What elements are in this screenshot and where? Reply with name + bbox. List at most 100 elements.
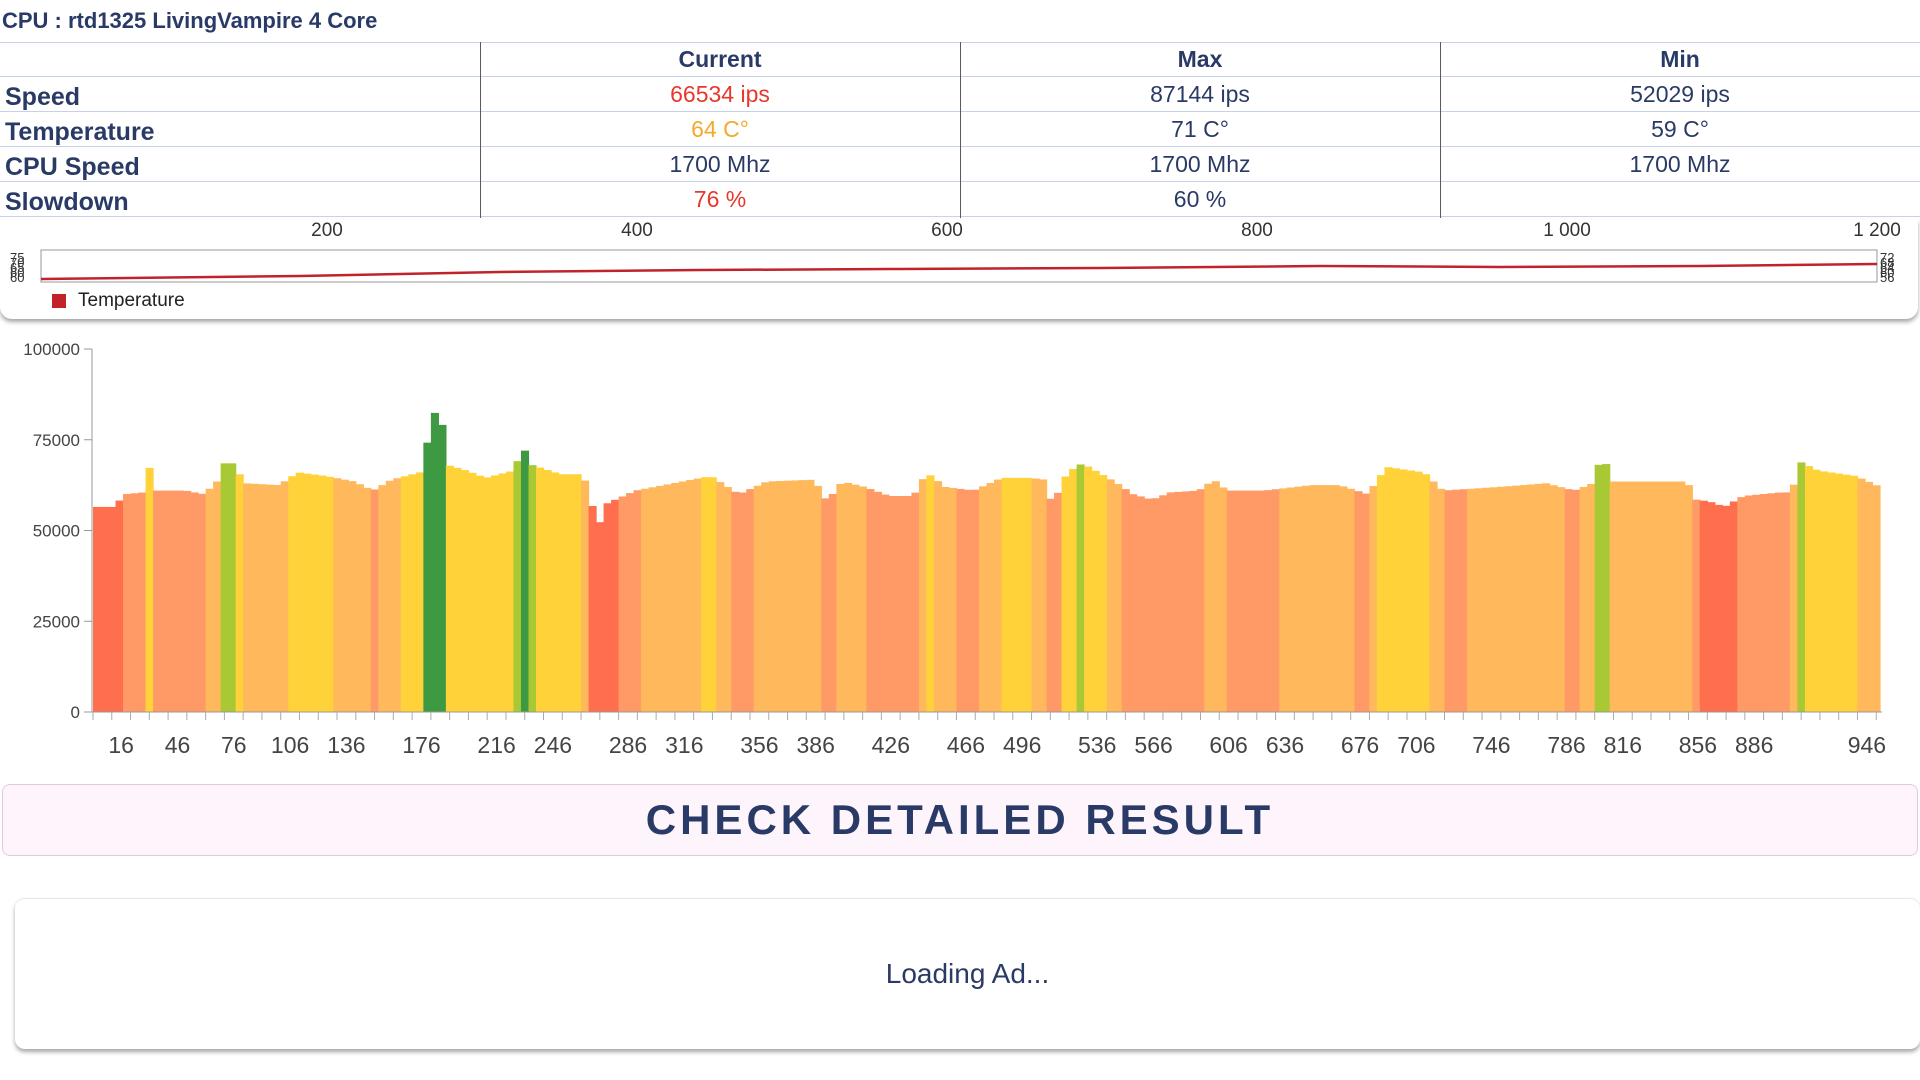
speed-bar — [93, 506, 102, 712]
speed-bar — [1744, 495, 1753, 712]
speed-bar — [701, 477, 710, 712]
speed-bar — [1219, 487, 1228, 712]
speed-bar — [1534, 483, 1543, 712]
speed-bar — [1046, 498, 1055, 712]
speed-bar — [1504, 486, 1513, 712]
speed-bar — [678, 481, 687, 712]
speed-bar — [1714, 504, 1723, 712]
speed-bar — [566, 474, 575, 712]
speed-bar — [1459, 489, 1468, 712]
speed-bar — [1061, 476, 1070, 712]
slowdown-max: 60 % — [1173, 186, 1227, 212]
temperature-current: 64 C° — [691, 116, 749, 142]
speed-bar — [911, 492, 920, 712]
svg-text:60: 60 — [10, 270, 24, 285]
speed-bar — [1797, 462, 1806, 712]
temperature-x-tick: 800 — [1241, 220, 1273, 241]
speed-bar — [220, 463, 229, 712]
x-tick-label: 496 — [1003, 732, 1041, 758]
speed-bar — [1564, 489, 1573, 712]
speed-bar — [1759, 494, 1768, 712]
speed-bar — [1662, 481, 1671, 712]
speed-bar — [430, 412, 439, 712]
x-tick-label: 786 — [1547, 732, 1585, 758]
speed-bar — [1241, 490, 1250, 712]
speed-bar — [295, 472, 304, 712]
legend-label: Temperature — [78, 290, 185, 311]
speed-bar — [1151, 498, 1160, 712]
temperature-x-tick: 1 200 — [1853, 220, 1901, 241]
speed-max: 87144 ips — [1150, 81, 1250, 107]
x-tick-label: 106 — [271, 732, 309, 758]
x-tick-label: 606 — [1209, 732, 1247, 758]
speed-bar — [1331, 485, 1340, 713]
cpu-speed-current: 1700 Mhz — [669, 151, 771, 177]
speed-bar — [903, 496, 913, 712]
speed-bar — [445, 465, 454, 712]
speed-bar — [776, 480, 785, 712]
speed-bar — [1204, 483, 1213, 712]
y-tick-label: 25000 — [33, 612, 80, 631]
speed-bar — [1354, 491, 1363, 712]
speed-bar — [348, 481, 357, 712]
speed-bar — [798, 480, 807, 712]
speed-bar — [513, 461, 522, 712]
y-tick-label: 100000 — [23, 340, 80, 359]
speed-bar — [1211, 481, 1220, 712]
speed-bar — [708, 477, 717, 712]
speed-bar — [986, 482, 995, 712]
speed-bar — [393, 478, 402, 712]
x-tick-label: 46 — [165, 732, 191, 758]
speed-bar — [490, 475, 500, 712]
speed-bar — [1196, 489, 1205, 712]
speed-bar — [265, 484, 274, 712]
temperature-min: 59 C° — [1651, 116, 1709, 142]
speed-bar — [1406, 470, 1416, 712]
speed-bar — [1647, 481, 1656, 712]
speed-bar — [1834, 473, 1844, 712]
speed-bar — [198, 493, 207, 712]
speed-bar — [288, 476, 297, 712]
y-tick-label: 50000 — [33, 522, 80, 541]
speed-bar — [821, 498, 830, 712]
speed-bar — [656, 485, 665, 712]
speed-bar — [1669, 481, 1678, 712]
x-tick-label: 426 — [872, 732, 910, 758]
speed-bar — [1039, 479, 1048, 712]
check-detailed-result-button[interactable]: CHECK DETAILED RESULT — [2, 784, 1918, 856]
speed-bar — [1114, 484, 1123, 712]
speed-bar — [438, 424, 447, 712]
speed-bar — [1384, 467, 1393, 712]
speed-bar — [1587, 484, 1596, 712]
speed-bar — [1677, 481, 1686, 712]
speed-bar — [1639, 481, 1648, 712]
speed-bar — [873, 491, 882, 712]
speed-bar — [340, 479, 349, 712]
speed-bar — [1692, 499, 1701, 712]
speed-bar — [1414, 471, 1423, 712]
speed-bar — [528, 465, 537, 712]
speed-bar — [1624, 481, 1633, 712]
speed-bar — [168, 490, 177, 712]
speed-bar — [153, 490, 162, 712]
speed-bar — [963, 489, 973, 712]
speed-bar — [1489, 487, 1498, 712]
speed-bar — [1699, 500, 1708, 712]
speed-bar — [1024, 477, 1033, 712]
speed-bar — [1264, 490, 1273, 712]
speed-bar — [1729, 501, 1738, 712]
speed-bar — [175, 490, 184, 712]
speed-bar — [1009, 477, 1018, 712]
speed-bar — [1181, 491, 1190, 712]
y-tick-label: 0 — [71, 703, 80, 722]
speed-bar — [378, 485, 387, 713]
speed-bar — [310, 474, 319, 712]
speed-bar — [235, 474, 244, 712]
speed-bar — [648, 487, 657, 712]
column-header-min: Min — [1660, 46, 1700, 72]
speed-bars — [93, 412, 1881, 713]
speed-bar — [250, 483, 259, 712]
speed-bar — [370, 489, 379, 712]
row-label-slowdown: Slowdown — [5, 188, 129, 216]
